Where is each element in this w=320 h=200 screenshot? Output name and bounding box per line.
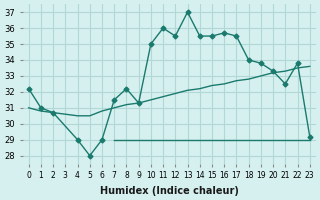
- X-axis label: Humidex (Indice chaleur): Humidex (Indice chaleur): [100, 186, 239, 196]
